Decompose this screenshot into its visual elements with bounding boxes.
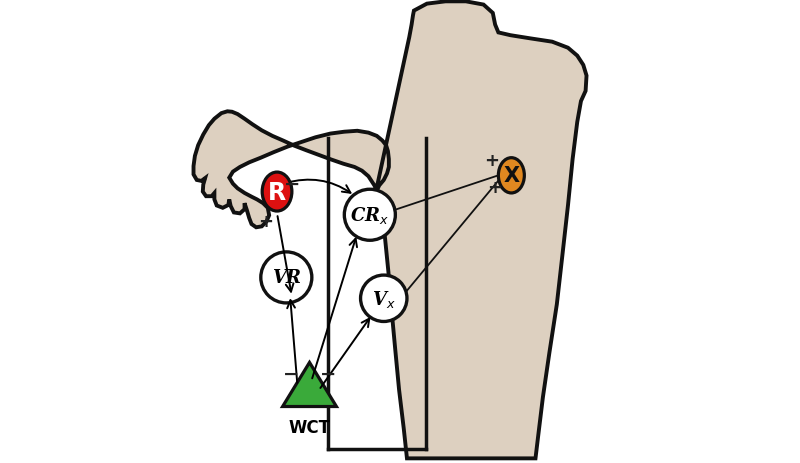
Text: X: X <box>503 166 519 186</box>
Text: VR: VR <box>272 269 301 287</box>
Ellipse shape <box>262 173 292 212</box>
Text: R: R <box>268 180 286 204</box>
Text: +: + <box>484 152 499 170</box>
Polygon shape <box>282 363 337 407</box>
Text: +: + <box>488 179 502 196</box>
Polygon shape <box>194 2 586 458</box>
Text: +: + <box>258 213 273 230</box>
Text: CR$_x$: CR$_x$ <box>350 205 390 226</box>
Ellipse shape <box>498 158 524 194</box>
Circle shape <box>344 190 395 241</box>
Text: −: − <box>320 364 336 382</box>
Text: −: − <box>282 364 299 382</box>
Text: −: − <box>284 175 301 194</box>
Text: V$_x$: V$_x$ <box>372 288 396 309</box>
Circle shape <box>361 275 407 322</box>
Text: WCT: WCT <box>289 418 330 436</box>
Circle shape <box>261 252 312 303</box>
